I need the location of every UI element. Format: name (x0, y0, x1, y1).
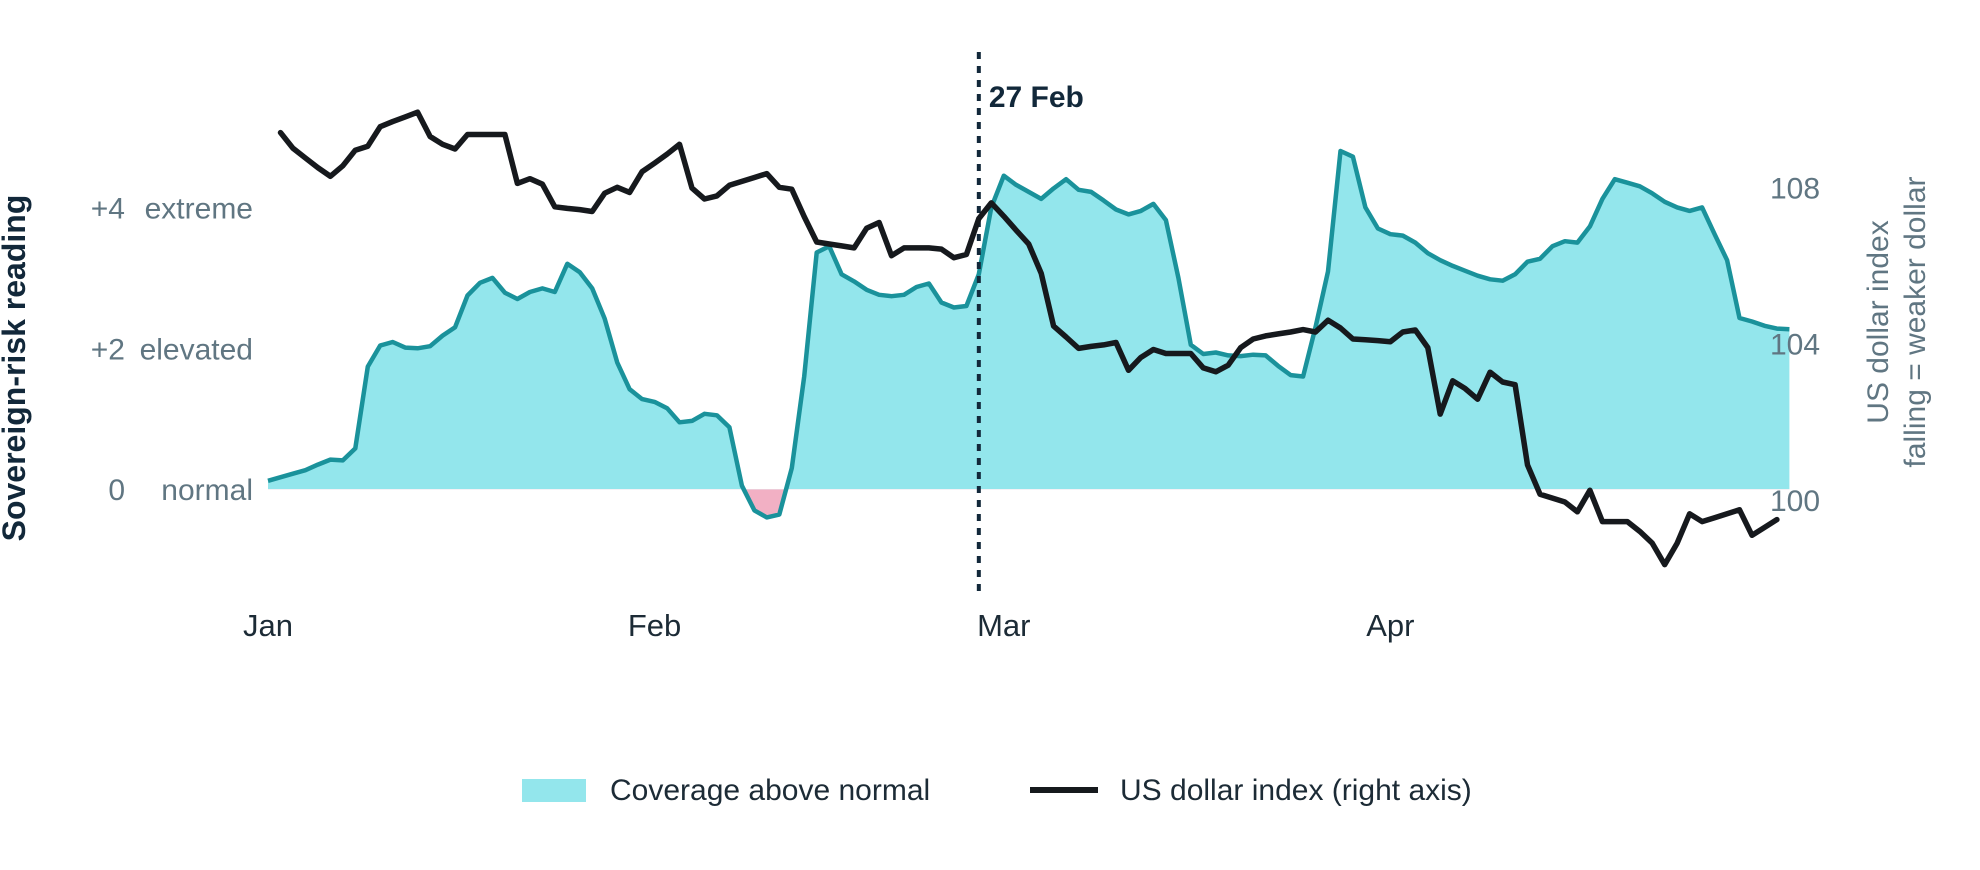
legend-label-dollar: US dollar index (right axis) (1120, 774, 1472, 807)
x-tick-label: Jan (243, 608, 293, 643)
left-axis-title: Sovereign-risk reading (0, 195, 32, 542)
right-tick-label: 108 (1770, 172, 1820, 205)
x-axis: Jan Feb Mar Apr (243, 608, 1414, 643)
x-tick-label: Feb (628, 608, 681, 643)
left-tick-value: +2 (91, 333, 125, 366)
legend-label-coverage: Coverage above normal (610, 774, 930, 807)
left-tick-label: normal (161, 474, 253, 507)
x-tick-label: Mar (977, 608, 1030, 643)
right-tick-label: 104 (1770, 329, 1820, 362)
annotation-layer: 27 Feb (976, 52, 1084, 598)
coverage-area-layer (267, 148, 1790, 520)
coverage-series-line (267, 148, 1790, 520)
annotation-label: 27 Feb (989, 81, 1084, 114)
legend-swatch-coverage (522, 779, 586, 802)
left-axis: +4 extreme +2 elevated 0 normal (91, 192, 253, 507)
left-tick-label: elevated (140, 333, 253, 366)
x-tick-label: Apr (1366, 608, 1414, 643)
right-axis-title-line1: US dollar index (1862, 220, 1895, 423)
left-tick-value: +4 (91, 192, 125, 225)
dollar-index-line (277, 109, 1780, 568)
right-tick-label: 100 (1770, 485, 1820, 518)
dollar-line-layer (277, 109, 1780, 568)
right-axis-title-line2: falling = weaker dollar (1899, 176, 1932, 467)
legend: Coverage above normal US dollar index (r… (522, 774, 1472, 807)
coverage-area-above (268, 151, 1790, 490)
left-tick-label: extreme (145, 192, 253, 225)
right-axis: 108 104 100 (1770, 172, 1820, 518)
left-tick-value: 0 (108, 474, 125, 507)
coverage-area-below (743, 489, 787, 518)
